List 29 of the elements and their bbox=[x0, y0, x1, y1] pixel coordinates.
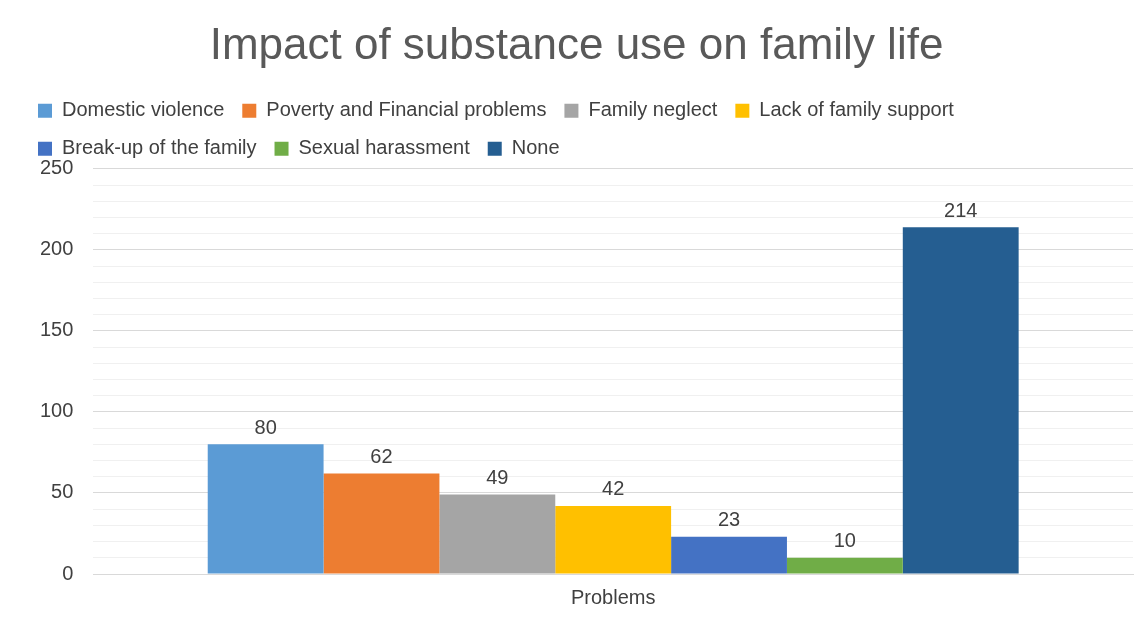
legend-label: Sexual harassment bbox=[298, 136, 471, 159]
y-tick-label: 100 bbox=[39, 399, 74, 422]
legend-label: Poverty and Financial problems bbox=[266, 98, 547, 121]
bar bbox=[671, 536, 787, 574]
y-tick-label: 200 bbox=[39, 237, 74, 260]
bar bbox=[555, 505, 672, 574]
legend-label: Domestic violence bbox=[62, 98, 225, 121]
data-label: 23 bbox=[717, 508, 741, 531]
legend-label: Family neglect bbox=[588, 98, 718, 121]
data-label: 62 bbox=[370, 445, 393, 468]
legend-label: Lack of family support bbox=[759, 98, 955, 121]
data-label: 214 bbox=[944, 198, 978, 221]
y-tick-label: 50 bbox=[51, 480, 74, 503]
data-label: 42 bbox=[602, 477, 625, 500]
bar bbox=[902, 227, 1019, 574]
bar bbox=[786, 557, 903, 574]
y-tick-label: 0 bbox=[62, 561, 74, 584]
legend-label: Break-up of the family bbox=[62, 136, 257, 159]
chart-title: Impact of substance use on family life bbox=[209, 18, 944, 68]
bar bbox=[207, 444, 324, 574]
legend-label: None bbox=[511, 136, 560, 159]
data-label: 10 bbox=[833, 529, 856, 552]
data-label: 49 bbox=[486, 466, 509, 489]
y-tick-label: 150 bbox=[39, 318, 74, 341]
bar bbox=[323, 473, 440, 574]
y-tick-label: 250 bbox=[39, 156, 74, 179]
x-tick-label: Problems bbox=[570, 585, 656, 608]
bar bbox=[439, 494, 556, 574]
data-label: 80 bbox=[254, 415, 277, 438]
